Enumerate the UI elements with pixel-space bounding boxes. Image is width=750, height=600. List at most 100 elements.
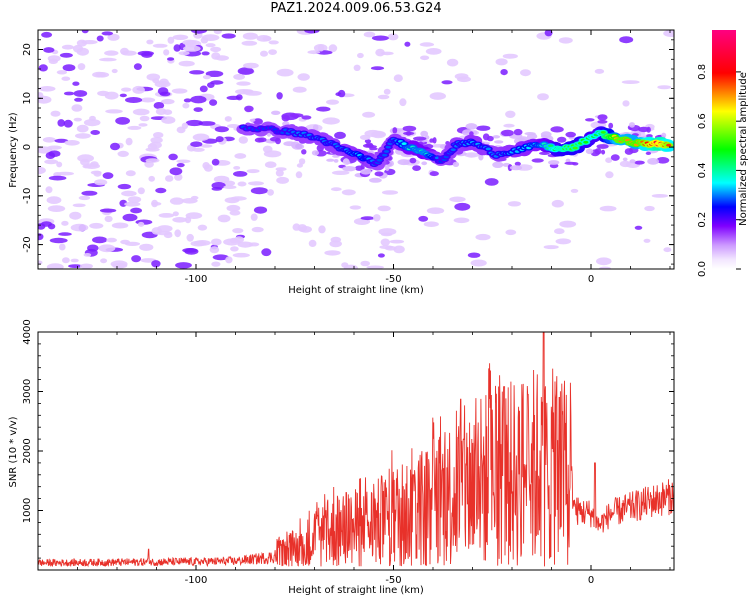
heatmap-cell	[83, 119, 101, 127]
heatmap-cell	[248, 181, 264, 186]
heatmap-cell	[155, 187, 167, 194]
heatmap-cell	[50, 110, 61, 117]
heatmap-cell	[622, 100, 630, 107]
heatmap-cell	[482, 133, 490, 141]
heatmap-cell	[163, 49, 170, 56]
heatmap-cell	[56, 161, 63, 168]
heatmap-cell	[178, 60, 195, 67]
heatmap-cell	[467, 252, 481, 258]
heatmap-cell	[404, 41, 411, 47]
heatmap-cell	[99, 57, 117, 62]
heatmap-cell	[472, 130, 478, 135]
heatmap-cell	[298, 158, 306, 165]
heatmap-cell	[125, 137, 133, 146]
heatmap-cell	[234, 153, 247, 159]
heatmap-cell	[397, 159, 411, 166]
heatmap-cell	[253, 206, 268, 214]
heatmap-cell	[548, 144, 554, 148]
heatmap-cell	[475, 233, 491, 241]
heatmap-cell	[357, 52, 364, 59]
heatmap-cell	[111, 222, 129, 229]
heatmap-cell	[304, 30, 320, 34]
heatmap-cell	[152, 43, 168, 48]
heatmap-cell	[551, 199, 564, 208]
heatmap-cell	[38, 260, 43, 265]
heatmap-cell	[418, 215, 429, 222]
heatmap-cell	[172, 34, 189, 40]
heatmap-cell	[202, 162, 210, 170]
heatmap-cell	[124, 201, 141, 207]
heatmap-cell	[429, 92, 446, 100]
heatmap-cell	[634, 160, 645, 165]
heatmap-cell	[564, 161, 576, 165]
heatmap-cell	[261, 248, 272, 257]
heatmap-cell	[223, 185, 237, 189]
heatmap-cell	[262, 35, 272, 42]
heatmap-cell	[112, 263, 128, 269]
heatmap-cell	[597, 120, 608, 124]
x-tick-label: 0	[588, 575, 594, 586]
heatmap-cell	[56, 70, 68, 75]
heatmap-cell	[409, 157, 417, 164]
heatmap-cell	[507, 201, 521, 207]
heatmap-cell	[226, 204, 241, 212]
heatmap-cell	[341, 189, 356, 196]
heatmap-cell	[167, 36, 175, 44]
heatmap-cell	[249, 118, 256, 122]
heatmap-cell	[420, 130, 429, 137]
heatmap-cell	[559, 220, 577, 228]
heatmap-cell	[509, 165, 523, 171]
heatmap-cell	[83, 253, 92, 257]
heatmap-cell	[601, 149, 606, 155]
heatmap-cell	[663, 247, 672, 253]
heatmap-cell	[163, 232, 173, 239]
heatmap-cell	[446, 58, 459, 67]
heatmap-cell	[250, 213, 258, 221]
heatmap-cell	[174, 173, 183, 181]
heatmap-cell	[514, 161, 521, 166]
heatmap-cell	[111, 68, 118, 74]
snr-x-ticks: -100 -50 0	[37, 332, 671, 586]
heatmap-cell	[268, 40, 279, 45]
heatmap-cell	[89, 222, 104, 229]
heatmap-cell	[524, 132, 536, 136]
colorbar-gradient	[712, 30, 736, 269]
heatmap-cell	[69, 211, 82, 220]
heatmap-cell	[452, 161, 460, 167]
heatmap-cell	[190, 141, 203, 147]
heatmap-cell	[43, 47, 55, 53]
heatmap-cell	[328, 44, 338, 53]
heatmap-cell	[101, 31, 114, 36]
heatmap-cell	[224, 116, 232, 122]
heatmap-cell	[76, 124, 89, 133]
heatmap-cell	[121, 190, 137, 197]
heatmap-cell	[292, 86, 307, 93]
heatmap-cell	[48, 58, 58, 64]
heatmap-cell	[324, 250, 341, 256]
heatmap-cell	[337, 89, 346, 98]
heatmap-cell	[168, 153, 178, 161]
heatmap-cell	[42, 137, 56, 143]
heatmap-cell	[237, 181, 247, 187]
heatmap-cell	[119, 93, 127, 98]
heatmap-cell	[214, 126, 229, 133]
heatmap-cell	[235, 94, 243, 101]
heatmap-cell	[102, 172, 114, 180]
heatmap-cell	[449, 196, 466, 203]
heatmap-cell	[492, 135, 501, 139]
heatmap-cell	[38, 233, 44, 241]
heatmap-cell	[241, 40, 258, 46]
heatmap-cell	[133, 63, 142, 70]
heatmap-cell	[120, 50, 137, 56]
heatmap-cell	[557, 136, 567, 143]
heatmap-cell	[117, 183, 132, 190]
heatmap-cell	[276, 92, 283, 100]
heatmap-cell	[182, 39, 197, 46]
heatmap-cell	[301, 115, 312, 120]
heatmap-cell	[413, 136, 427, 141]
heatmap-cell	[600, 131, 606, 134]
heatmap-cell	[41, 31, 53, 38]
heatmap-cell	[629, 122, 635, 128]
heatmap-cell	[330, 187, 342, 192]
heatmap-cell	[371, 35, 389, 41]
